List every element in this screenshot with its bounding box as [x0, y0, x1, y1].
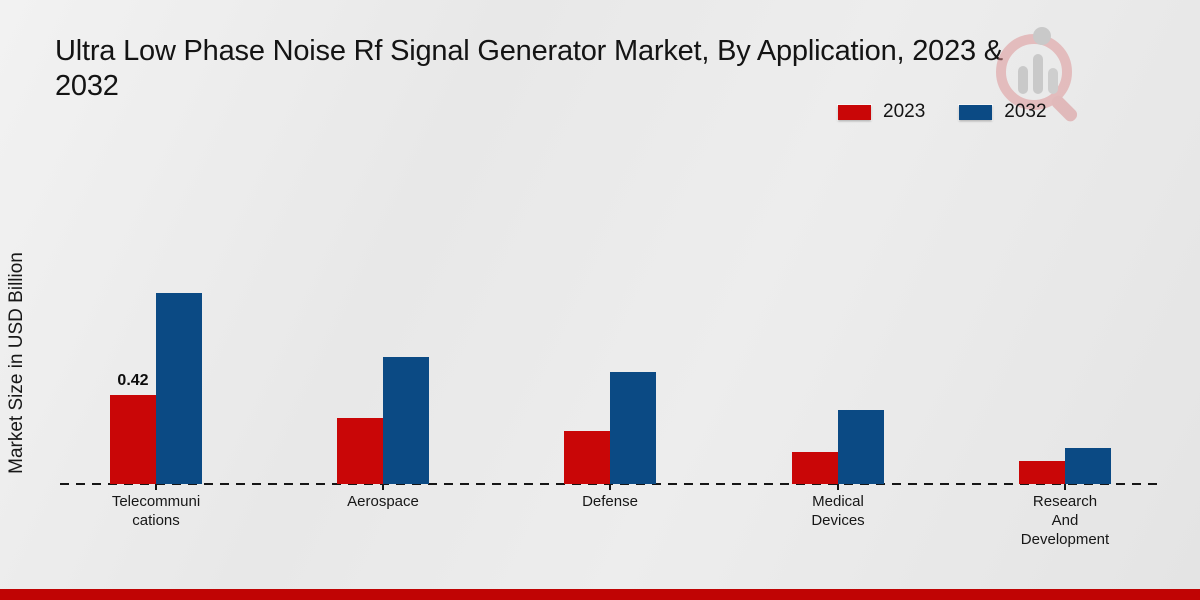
x-tick-aerospace: [382, 484, 384, 490]
bar-2023-aerospace: [337, 418, 383, 484]
market-research-logo-watermark-icon: [982, 10, 1082, 130]
category-label-defense: Defense: [582, 493, 638, 510]
legend-label-2023: 2023: [883, 101, 926, 122]
bar-2032-research-and-development: [1065, 448, 1111, 484]
x-tick-defense: [609, 484, 611, 490]
legend-swatch-2023-icon: [838, 104, 871, 120]
category-label-medical-devices: Medical Devices: [811, 493, 865, 529]
bar-2023-research-and-development: [1019, 461, 1065, 484]
x-tick-research-and-development: [1064, 484, 1066, 490]
legend-label-2032: 2032: [1004, 101, 1047, 122]
category-label-aerospace: Aerospace: [347, 493, 419, 510]
chart-title: Ultra Low Phase Noise Rf Signal Generato…: [55, 35, 1003, 103]
x-tick-telecommunications: [155, 484, 157, 490]
legend-item-2023: 2023: [838, 101, 925, 123]
legend: 2023 2032: [838, 101, 1047, 123]
bar-2023-medical-devices: [792, 452, 838, 484]
category-label-research-and-development: Research And Development: [1020, 493, 1110, 548]
bar-2023-defense: [564, 431, 610, 484]
legend-swatch-2032-icon: [959, 104, 993, 120]
legend-item-2032: 2032: [959, 101, 1047, 123]
bar-value-label: 0.42: [117, 372, 149, 389]
bar-2032-defense: [610, 372, 656, 484]
bar-2032-telecommunications: [156, 293, 202, 484]
category-label-telecommunications: Telecommuni cations: [111, 493, 201, 529]
bar-2032-medical-devices: [838, 410, 884, 484]
bar-2032-aerospace: [383, 357, 429, 484]
x-tick-medical-devices: [837, 484, 839, 490]
footer-accent-bar: [0, 589, 1200, 600]
bar-2023-telecommunications: [110, 395, 156, 484]
